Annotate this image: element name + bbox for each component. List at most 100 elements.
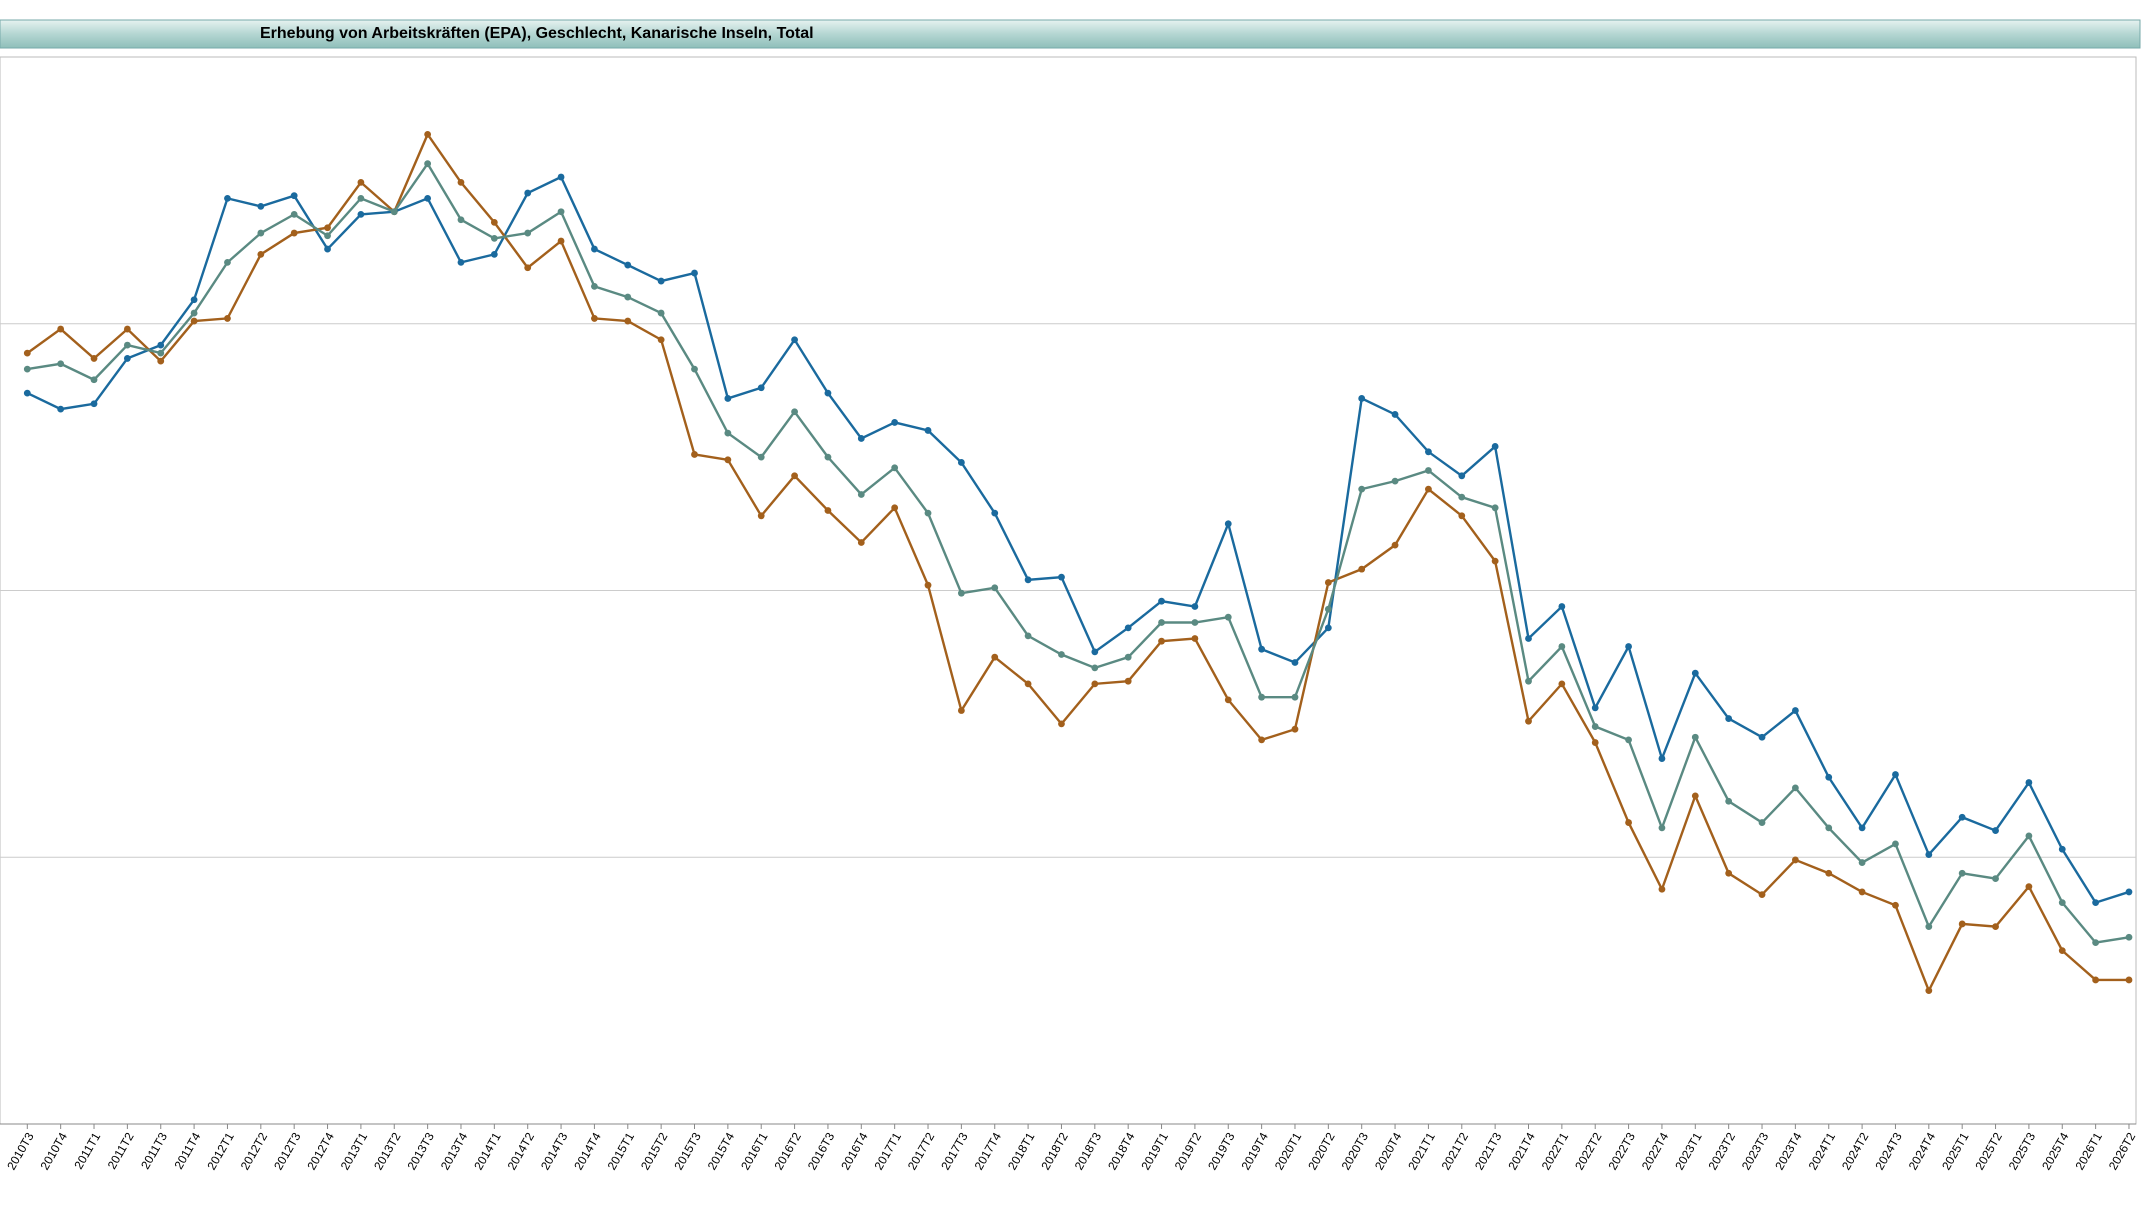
data-point <box>924 581 932 589</box>
x-tick-label: 2012T1 <box>204 1130 237 1173</box>
x-tick-label: 2022T3 <box>1605 1130 1638 1173</box>
data-point <box>1725 797 1733 805</box>
data-point <box>991 584 999 592</box>
data-point <box>557 208 565 216</box>
data-point <box>490 218 498 226</box>
data-point <box>2125 888 2133 896</box>
data-point <box>290 210 298 218</box>
data-point <box>2125 933 2133 941</box>
chart-title: Erhebung von Arbeitskräften (EPA), Gesch… <box>260 25 814 42</box>
data-point <box>357 178 365 186</box>
x-tick-label: 2018T2 <box>1038 1130 1071 1173</box>
data-point <box>2058 947 2066 955</box>
data-point <box>57 405 65 413</box>
data-point <box>1691 792 1699 800</box>
data-point <box>1358 485 1366 493</box>
data-point <box>257 202 265 210</box>
data-point <box>1258 736 1266 744</box>
data-point <box>1458 493 1466 501</box>
data-point <box>857 539 865 546</box>
data-point <box>1992 923 1999 931</box>
x-tick-label: 2021T1 <box>1405 1130 1438 1173</box>
data-point <box>457 258 465 266</box>
data-point <box>57 325 65 333</box>
data-point <box>1691 733 1699 741</box>
x-tick-label: 2025T3 <box>2006 1130 2039 1173</box>
data-point <box>557 173 565 181</box>
data-point <box>1525 677 1532 685</box>
data-point <box>891 464 899 472</box>
x-tick-label: 2010T4 <box>38 1130 71 1173</box>
data-point <box>157 341 165 349</box>
x-tick-label: 2017T3 <box>938 1130 971 1173</box>
data-point <box>791 336 798 344</box>
data-point <box>1658 824 1666 832</box>
data-point <box>157 357 165 365</box>
x-tick-label: 2013T4 <box>438 1130 471 1173</box>
data-point <box>1024 680 1032 688</box>
data-point <box>90 400 98 408</box>
data-point <box>857 435 865 442</box>
data-point <box>891 419 899 426</box>
data-point <box>90 355 98 362</box>
series-line <box>26 175 2130 905</box>
data-point <box>1224 613 1232 621</box>
data-point <box>857 491 865 498</box>
data-point <box>57 360 65 368</box>
data-point <box>1491 443 1499 450</box>
data-point <box>1758 733 1766 741</box>
data-point <box>1158 597 1165 605</box>
data-point <box>1158 637 1165 645</box>
data-point <box>290 192 298 200</box>
x-tick-label: 2014T2 <box>505 1130 538 1173</box>
data-point <box>123 341 131 349</box>
data-point <box>1725 869 1733 877</box>
data-point <box>757 384 765 392</box>
data-point <box>1024 632 1032 640</box>
data-point <box>1191 635 1199 642</box>
data-point <box>1625 736 1632 744</box>
data-point <box>123 325 131 333</box>
data-point <box>691 269 698 277</box>
data-point <box>757 453 765 461</box>
x-tick-label: 2025T1 <box>1939 1130 1972 1173</box>
x-tick-label: 2023T4 <box>1772 1130 1805 1173</box>
data-point <box>1324 624 1332 632</box>
x-tick-label: 2025T4 <box>2039 1130 2072 1173</box>
x-tick-label: 2013T3 <box>404 1130 437 1173</box>
data-point <box>691 365 698 373</box>
x-tick-label: 2016T2 <box>771 1130 804 1173</box>
x-tick-label: 2018T1 <box>1005 1130 1038 1173</box>
x-tick-label: 2012T2 <box>238 1130 271 1173</box>
data-point <box>791 408 798 416</box>
data-point <box>624 293 632 301</box>
data-point <box>1391 541 1399 549</box>
data-point <box>657 336 665 344</box>
data-point <box>324 232 331 240</box>
data-point <box>1625 643 1632 650</box>
x-tick-label: 2018T3 <box>1072 1130 1105 1173</box>
data-point <box>991 509 999 517</box>
data-point <box>1892 840 1899 848</box>
data-point <box>657 277 665 285</box>
data-point <box>1992 875 1999 882</box>
data-point <box>1091 680 1099 688</box>
x-tick-label: 2016T4 <box>838 1130 871 1173</box>
data-point <box>490 234 498 242</box>
data-point <box>190 317 198 325</box>
x-tick-label: 2011T1 <box>71 1130 103 1172</box>
x-tick-label: 2018T4 <box>1105 1130 1138 1173</box>
data-point <box>2058 899 2066 906</box>
data-point <box>2025 832 2033 840</box>
data-point <box>724 395 732 402</box>
data-point <box>1458 512 1466 520</box>
data-point <box>1758 819 1766 826</box>
data-point <box>1124 653 1132 661</box>
data-point <box>1224 520 1232 528</box>
x-tick-label: 2021T4 <box>1505 1130 1538 1173</box>
data-point <box>1191 603 1199 610</box>
x-tick-label: 2026T1 <box>2072 1130 2105 1173</box>
data-point <box>1591 704 1599 712</box>
